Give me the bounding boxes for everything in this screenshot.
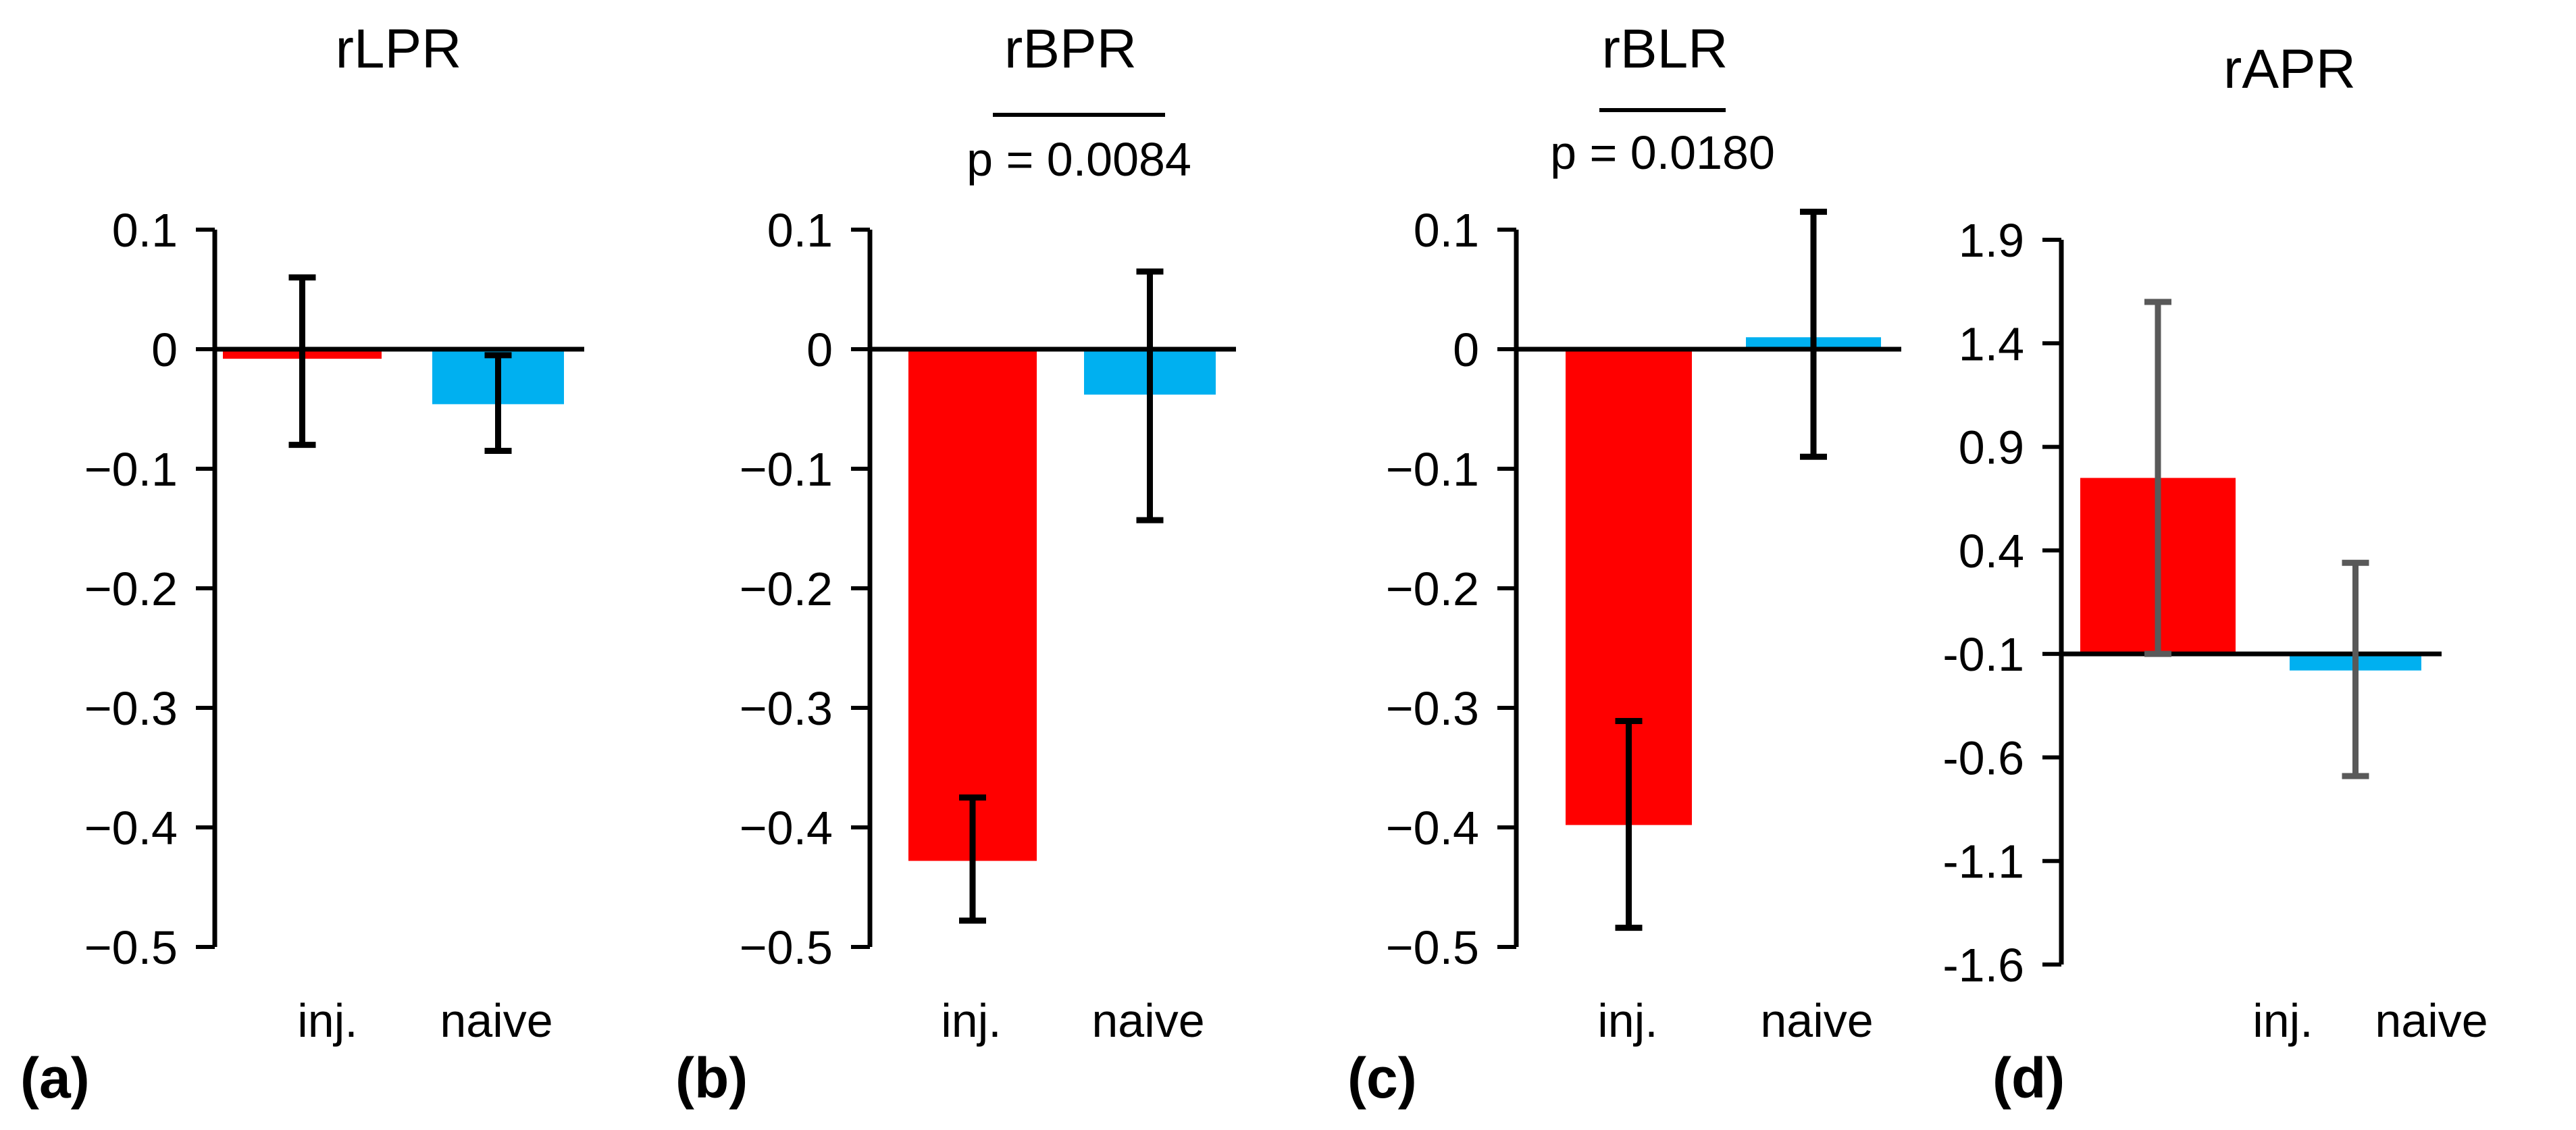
y-tick-label: −0.4 bbox=[1386, 802, 1479, 854]
chart-title: rBLR bbox=[1602, 18, 1728, 80]
category-label: inj. bbox=[297, 994, 357, 1047]
y-tick-label: 0 bbox=[806, 324, 833, 376]
category-label: inj. bbox=[941, 994, 1001, 1047]
category-label: inj. bbox=[1597, 994, 1657, 1047]
y-tick-label: -1.1 bbox=[1942, 836, 2024, 888]
y-tick-label: 0 bbox=[1453, 324, 1479, 376]
y-tick-label: −0.3 bbox=[740, 682, 833, 735]
y-tick-label: −0.5 bbox=[1386, 921, 1479, 974]
y-tick-label: −0.1 bbox=[1386, 443, 1479, 496]
y-tick-label: −0.2 bbox=[84, 563, 178, 615]
chart-title: rBPR bbox=[1004, 18, 1137, 80]
y-tick-label: −0.5 bbox=[84, 921, 178, 974]
category-label: naive bbox=[1760, 994, 1873, 1047]
y-tick-label: −0.3 bbox=[1386, 682, 1479, 735]
y-tick-label: −0.1 bbox=[740, 443, 833, 496]
y-tick-label: -1.6 bbox=[1942, 939, 2024, 992]
y-tick-label: −0.4 bbox=[84, 802, 178, 854]
y-tick-label: 1.9 bbox=[1959, 214, 2024, 267]
y-tick-label: 0.4 bbox=[1959, 525, 2024, 577]
panel-label: (a) bbox=[20, 1046, 90, 1110]
bar-injured bbox=[908, 349, 1037, 861]
panel-d: rAPR 1.9 1.4 0.9 0.4 -0.1 -0.6 -1.1 -1.6 inj. naiv… bbox=[1942, 38, 2488, 1110]
y-tick-label: 0.1 bbox=[767, 204, 833, 257]
chart-title: rLPR bbox=[336, 18, 462, 80]
y-tick-label: 0.1 bbox=[112, 204, 178, 257]
y-tick-label: -0.6 bbox=[1942, 731, 2024, 784]
y-tick-label: −0.1 bbox=[84, 443, 178, 496]
y-tick-label: −0.5 bbox=[740, 921, 833, 974]
y-tick-label: −0.2 bbox=[740, 563, 833, 615]
y-tick-label: -0.1 bbox=[1942, 628, 2024, 681]
panel-a: rLPR 0.1 0 −0.1 −0.2 −0.3 −0.4 −0.5 inj. naive (a) bbox=[20, 18, 584, 1110]
category-label: naive bbox=[440, 994, 552, 1047]
y-tick-label: 0.1 bbox=[1414, 204, 1479, 257]
y-tick-label: −0.3 bbox=[84, 682, 178, 735]
category-label: naive bbox=[2375, 994, 2488, 1047]
panel-label: (b) bbox=[675, 1046, 748, 1110]
panel-c: rBLR p = 0.0180 0.1 0 −0.1 −0.2 −0.3 −0.4 −0.5 in… bbox=[1347, 18, 1901, 1110]
y-tick-label: 0 bbox=[151, 324, 178, 376]
p-value: p = 0.0180 bbox=[1550, 126, 1775, 179]
category-label: inj. bbox=[2252, 994, 2313, 1047]
y-tick-label: −0.4 bbox=[740, 802, 833, 854]
panel-label: (d) bbox=[1992, 1046, 2065, 1110]
y-tick-label: 1.4 bbox=[1959, 317, 2024, 370]
panel-b: rBPR p = 0.0084 0.1 0 −0.1 −0.2 −0.3 −0.4 −0.5 in… bbox=[675, 18, 1236, 1110]
p-value: p = 0.0084 bbox=[967, 133, 1191, 186]
panel-label: (c) bbox=[1347, 1046, 1417, 1110]
y-tick-label: 0.9 bbox=[1959, 421, 2024, 474]
chart-title: rAPR bbox=[2223, 38, 2356, 100]
y-tick-label: −0.2 bbox=[1386, 563, 1479, 615]
category-label: naive bbox=[1091, 994, 1204, 1047]
